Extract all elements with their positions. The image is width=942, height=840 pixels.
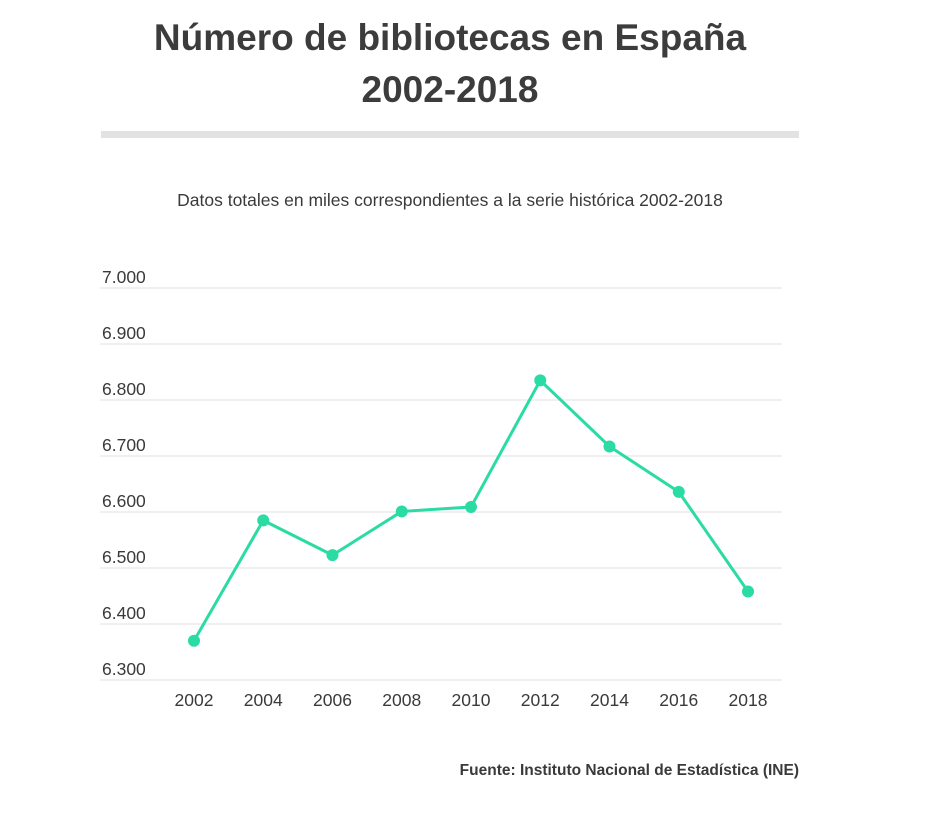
x-tick-label: 2006: [313, 690, 352, 710]
x-tick-label: 2012: [521, 690, 560, 710]
data-points: [188, 374, 754, 647]
data-point[interactable]: [257, 514, 270, 527]
data-point[interactable]: [326, 549, 339, 562]
chart-title-line-2: 2002-2018: [361, 69, 539, 110]
x-axis-ticks: 2002 2004 2006 2008 2010 2012 2014 2016 2018: [175, 690, 768, 710]
x-tick-label: 2016: [659, 690, 698, 710]
y-tick-label: 6.700: [102, 435, 146, 455]
y-tick-label: 6.800: [102, 379, 146, 399]
y-tick-label: 7.000: [102, 267, 146, 287]
y-tick-label: 6.500: [102, 547, 146, 567]
chart-subtitle: Datos totales en miles correspondientes …: [177, 190, 723, 210]
x-tick-label: 2002: [175, 690, 214, 710]
data-point[interactable]: [465, 500, 477, 513]
y-axis-ticks: 7.000 6.900 6.800 6.700 6.600 6.500 6.400 6.300: [102, 267, 146, 679]
data-point[interactable]: [395, 505, 408, 518]
y-tick-label: 6.400: [102, 603, 146, 623]
y-tick-label: 6.300: [102, 659, 146, 679]
y-tick-label: 6.600: [102, 491, 146, 511]
data-point[interactable]: [672, 485, 685, 498]
source-note: Fuente: Instituto Nacional de Estadístic…: [459, 762, 799, 779]
data-point[interactable]: [534, 374, 547, 387]
data-point[interactable]: [742, 585, 754, 598]
x-tick-label: 2014: [590, 690, 629, 710]
grid-lines: [100, 287, 782, 681]
x-tick-label: 2004: [244, 690, 283, 710]
data-point[interactable]: [188, 634, 200, 647]
chart-title-line-1: Número de bibliotecas en España: [153, 17, 747, 58]
x-tick-label: 2010: [452, 690, 491, 710]
title-divider: [101, 131, 799, 138]
x-tick-label: 2018: [729, 690, 768, 710]
x-tick-label: 2008: [382, 690, 421, 710]
data-point[interactable]: [603, 440, 616, 453]
y-tick-label: 6.900: [102, 323, 146, 343]
chart-title: Número de bibliotecas en España 2002-201…: [100, 12, 800, 116]
